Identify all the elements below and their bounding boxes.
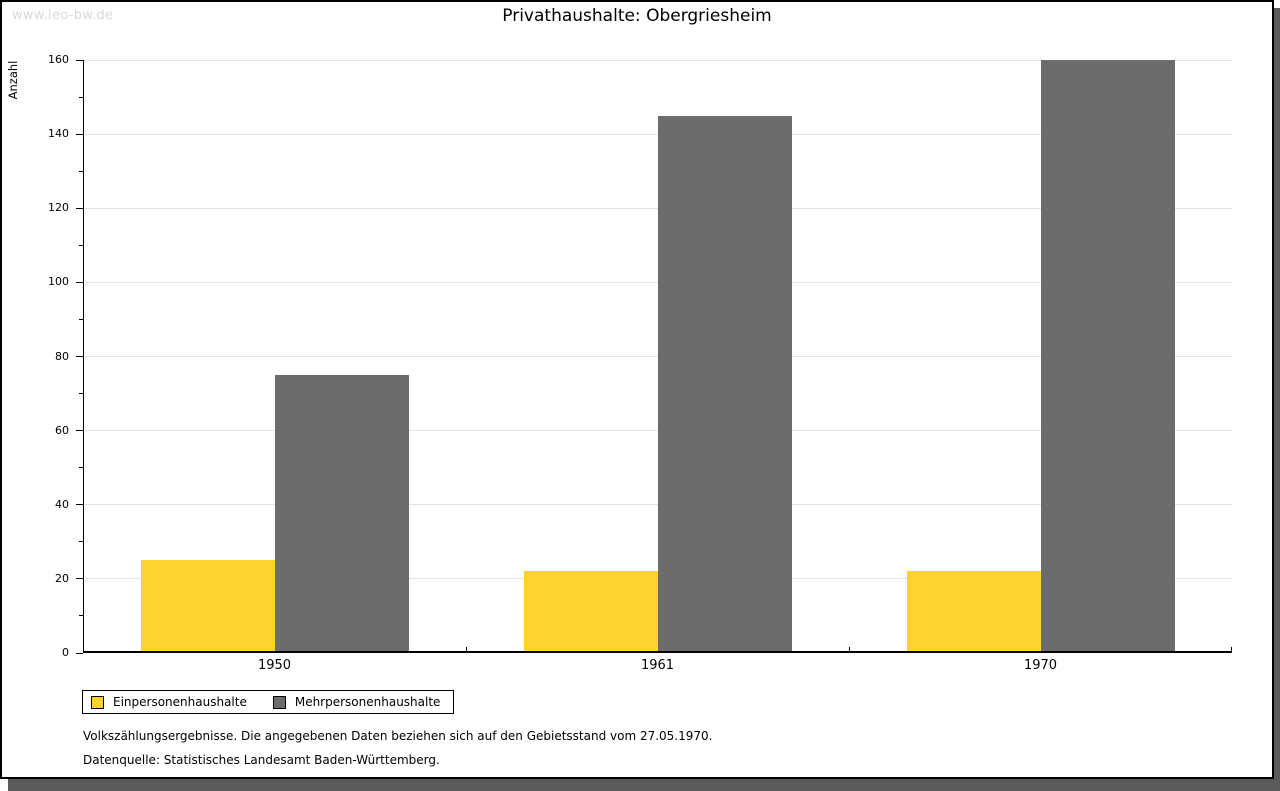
x-axis-divider-2	[849, 647, 850, 653]
bar-einpersonenhaushalte-1970	[906, 571, 1041, 653]
frame-shadow-bottom	[8, 779, 1280, 791]
watermark: www.leo-bw.de	[12, 8, 114, 23]
y-tick-label-160: 160	[48, 53, 69, 66]
y-tick-label-40: 40	[55, 497, 69, 511]
x-axis-divider-3	[1231, 647, 1232, 653]
legend-swatch-einpersonenhaushalte	[91, 695, 104, 709]
y-minor-tick-110	[79, 244, 83, 246]
y-tick-20	[76, 578, 83, 580]
y-axis-label: Anzahl	[6, 60, 20, 100]
x-tick-label-1950: 1950	[257, 658, 292, 673]
y-tick-140	[76, 133, 83, 135]
x-tick-label-1961: 1961	[640, 658, 675, 673]
legend-label-einpersonenhaushalte: Einpersonenhaushalte	[113, 695, 247, 709]
bar-mehrpersonenhaushalte-1961	[657, 115, 792, 653]
frame-shadow-right	[1274, 8, 1280, 791]
y-tick-60	[76, 430, 83, 432]
legend-item-einpersonenhaushalte: Einpersonenhaushalte	[91, 695, 247, 709]
y-minor-tick-10	[79, 615, 83, 617]
y-axis-line	[83, 60, 84, 653]
y-tick-0	[76, 652, 83, 654]
chart-title: Privathaushalte: Obergriesheim	[502, 6, 772, 26]
y-tick-label-60: 60	[55, 423, 69, 437]
gridline-160	[83, 59, 1232, 61]
y-minor-tick-130	[79, 170, 83, 172]
y-minor-tick-150	[79, 96, 83, 98]
x-axis-divider-1	[466, 647, 467, 653]
y-tick-80	[76, 356, 83, 357]
bar-einpersonenhaushalte-1950	[140, 560, 275, 653]
y-tick-label-140: 140	[48, 127, 69, 141]
y-minor-tick-30	[79, 541, 83, 543]
x-tick-label-1970: 1970	[1023, 658, 1058, 673]
y-tick-160	[76, 59, 83, 61]
legend-swatch-mehrpersonenhaushalte	[272, 695, 286, 709]
legend-label-mehrpersonenhaushalte: Mehrpersonenhaushalte	[294, 695, 441, 709]
y-tick-label-100: 100	[48, 275, 69, 289]
y-tick-label-20: 20	[55, 571, 69, 585]
y-tick-40	[76, 504, 83, 506]
bar-mehrpersonenhaushalte-1950	[274, 375, 409, 653]
legend-item-mehrpersonenhaushalte: Mehrpersonenhaushalte	[272, 695, 441, 709]
y-tick-100	[76, 281, 83, 283]
y-tick-label-120: 120	[48, 201, 69, 215]
y-minor-tick-90	[79, 318, 83, 320]
y-minor-tick-70	[79, 393, 83, 395]
footnote-census: Volkszählungsergebnisse. Die angegebenen…	[83, 729, 713, 743]
legend: Einpersonenhaushalte Mehrpersonenhaushal…	[82, 690, 455, 714]
y-tick-label-80: 80	[55, 349, 69, 363]
y-minor-tick-50	[79, 467, 83, 469]
x-axis-line	[83, 651, 1232, 653]
bar-mehrpersonenhaushalte-1970	[1040, 60, 1175, 653]
y-tick-label-0: 0	[62, 646, 69, 659]
plot-area: 1950 1961 1970 0 20 40 60 80 100 120 140 160	[48, 53, 1232, 673]
y-tick-120	[76, 207, 83, 209]
footnote-source: Datenquelle: Statistisches Landesamt Bad…	[83, 753, 440, 767]
bar-einpersonenhaushalte-1961	[523, 571, 658, 653]
